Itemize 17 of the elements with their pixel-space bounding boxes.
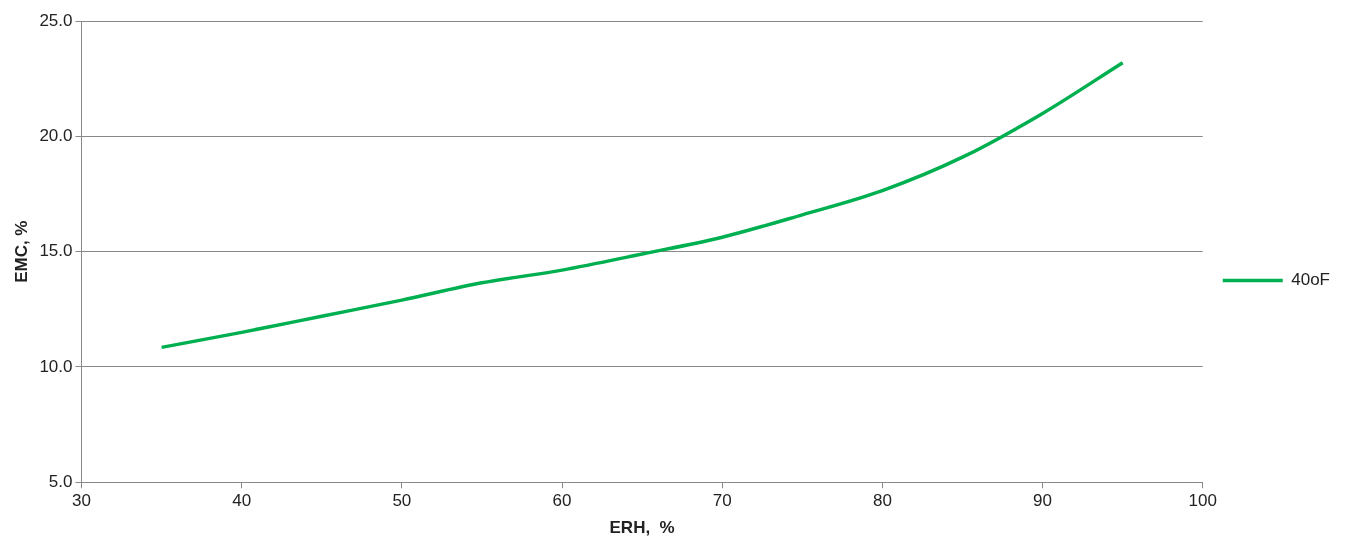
legend-label: 40oF	[1291, 270, 1330, 290]
y-tick-label: 25.0	[39, 10, 73, 30]
y-axis-title: EMC, %	[11, 220, 31, 283]
y-tick-label: 15.0	[39, 241, 73, 261]
x-tick-label: 40	[232, 491, 252, 511]
y-tick-label: 10.0	[39, 356, 73, 376]
x-tick-label: 70	[712, 491, 732, 511]
y-tick-label: 20.0	[39, 126, 73, 146]
x-tick-label: 100	[1188, 491, 1217, 511]
x-tick-label: 50	[392, 491, 412, 511]
y-tick-label: 5.0	[48, 471, 73, 491]
x-tick-label: 30	[72, 491, 91, 511]
x-tick-label: 80	[872, 491, 892, 511]
line-series	[159, 60, 1125, 350]
x-tick-label: 90	[1033, 491, 1053, 511]
x-axis-title: ERH, %	[609, 518, 675, 538]
x-tick-label: 60	[552, 491, 572, 511]
